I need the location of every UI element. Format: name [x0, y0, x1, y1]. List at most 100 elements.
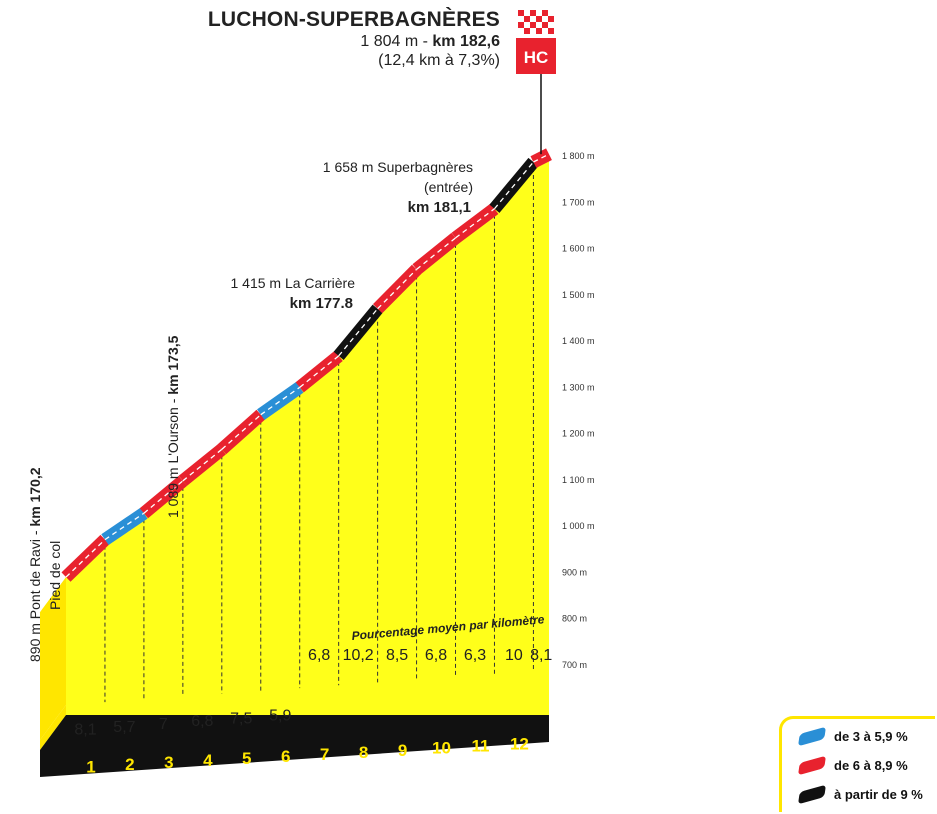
gradient-segment-centerline — [65, 539, 106, 578]
km-label: 9 — [398, 741, 407, 760]
gradient-label: 5,7 — [113, 719, 135, 736]
gradient-segment-red — [139, 475, 188, 519]
gradient-label: 6,8 — [425, 647, 447, 664]
gradient-segment-red — [178, 444, 226, 486]
gradient-segment-centerline — [377, 268, 418, 310]
gradient-segment-red — [295, 350, 343, 393]
km-grid — [104, 168, 534, 703]
flag-square — [536, 28, 542, 34]
base-left-face — [40, 577, 66, 740]
waypoint-pied-de-col: Pied de col — [47, 541, 63, 610]
gradient-label: 6,8 — [308, 647, 330, 664]
flag-square — [548, 16, 554, 22]
flag-square — [518, 10, 524, 16]
flag-square — [524, 28, 530, 34]
summit-header: LUCHON-SUPERBAGNÈRES 1 804 m - km 182,6 … — [208, 8, 500, 70]
gradient-segment-centerline — [493, 161, 534, 210]
waypoint-ourson: 1 089 m L'Ourson - km 173,5 — [165, 335, 181, 518]
waypoint-la-carriere-km: km 177.8 — [290, 295, 353, 312]
gradient-label: 10 — [505, 647, 523, 664]
altitude-tick-label: 700 m — [562, 660, 587, 670]
altitude-tick-label: 800 m — [562, 614, 587, 624]
km-label: 11 — [471, 737, 489, 756]
flag-square — [530, 10, 536, 16]
flag-square — [518, 28, 524, 34]
altitude-tick-label: 900 m — [562, 567, 587, 577]
gradient-segment-centerline — [533, 153, 550, 163]
legend-label: à partir de 9 % — [834, 786, 923, 802]
gradient-legend: de 3 à 5,9 % de 6 à 8,9 % à partir de 9 … — [779, 716, 935, 812]
summit-climb-info: (12,4 km à 7,3%) — [378, 52, 500, 69]
profile-base-corner — [40, 705, 66, 750]
km-label: 12 — [510, 735, 529, 754]
altitude-tick-label: 1 200 m — [562, 429, 595, 439]
summit-altitude: 1 804 m — [360, 33, 419, 50]
waypoint-pont-de-ravi: 890 m Pont de Ravi - km 170,2 — [27, 467, 43, 662]
flag-square — [518, 16, 524, 22]
flag-square — [518, 22, 524, 28]
gradient-segment-red — [217, 409, 266, 455]
gradient-label: 5,9 — [269, 707, 291, 724]
legend-item-blue: de 3 à 5,9 % — [797, 725, 908, 747]
flag-square — [536, 10, 542, 16]
gradient-label: 10,2 — [343, 647, 374, 664]
legend-item-red: de 6 à 8,9 % — [797, 754, 908, 776]
waypoint-la-carriere-alt: 1 415 m La Carrière — [230, 275, 355, 291]
gradient-label: 8,5 — [386, 647, 408, 664]
base-bottom-band — [40, 715, 549, 777]
waypoint-superbagneres-extra: (entrée) — [424, 179, 473, 195]
flag-square — [536, 16, 542, 22]
altitude-axis: 700 m 800 m 900 m 1 000 m 1 100 m 1 200 m 1 30… — [562, 151, 595, 670]
summit-altitude-km: 1 804 m - km 182,6 — [360, 33, 500, 50]
flag-square — [524, 16, 530, 22]
flag-square — [530, 16, 536, 22]
altitude-tick-label: 1 700 m — [562, 197, 595, 207]
km-label: 6 — [281, 747, 290, 766]
category-label: HC — [524, 48, 549, 67]
altitude-tick-label: 1 300 m — [562, 382, 595, 392]
altitude-tick-label: 1 600 m — [562, 244, 595, 254]
km-label: 7 — [320, 745, 329, 764]
gradient-label: 7,5 — [230, 710, 252, 727]
legend-swatch — [797, 726, 827, 746]
km-label: 2 — [125, 755, 134, 774]
gradient-label: 8,1 — [74, 722, 96, 739]
gradient-segment-centerline — [338, 308, 379, 357]
flag-square — [536, 22, 542, 28]
km-label: 10 — [432, 739, 451, 758]
gradient-segment-red — [412, 232, 460, 275]
km-label: 8 — [359, 743, 368, 762]
legend-label: de 6 à 8,9 % — [834, 757, 908, 773]
profile-base — [40, 577, 549, 777]
km-label: 1 — [86, 757, 95, 776]
gradient-label: 8,1 — [530, 647, 552, 664]
summit-km: km 182,6 — [432, 33, 500, 50]
flag-square — [524, 10, 530, 16]
flag-square — [542, 28, 548, 34]
flag-square — [542, 16, 548, 22]
summit-checkered-flag — [518, 10, 554, 34]
legend-item-black: à partir de 9 % — [797, 783, 923, 805]
altitude-tick-label: 1 100 m — [562, 475, 595, 485]
chart-labels: HC 8,1 5,7 7 6,8 7,5 5,9 6,8 10,2 8,5 6,8 6,3 10 8,1 1… — [27, 10, 556, 776]
legend-label: de 3 à 5,9 % — [834, 728, 908, 744]
flag-square — [542, 10, 548, 16]
legend-swatch — [797, 784, 827, 804]
waypoint-superbagneres-alt: 1 658 m Superbagnères — [323, 159, 473, 175]
flag-square — [524, 22, 530, 28]
gradient-label: 6,3 — [464, 647, 486, 664]
km-label: 4 — [203, 751, 213, 770]
gradient-label: 6,8 — [191, 713, 213, 730]
gradient-label: 7 — [159, 716, 168, 733]
flag-square — [530, 28, 536, 34]
summit-name: LUCHON-SUPERBAGNÈRES — [207, 8, 500, 31]
profile-fill — [66, 154, 549, 716]
flag-square — [548, 22, 554, 28]
flag-square — [542, 22, 548, 28]
gradient-segment-centerline — [455, 208, 495, 239]
altitude-tick-label: 1 400 m — [562, 336, 595, 346]
gradient-segment-centerline — [104, 512, 145, 541]
altitude-tick-label: 1 500 m — [562, 290, 595, 300]
altitude-tick-label: 1 000 m — [562, 521, 595, 531]
